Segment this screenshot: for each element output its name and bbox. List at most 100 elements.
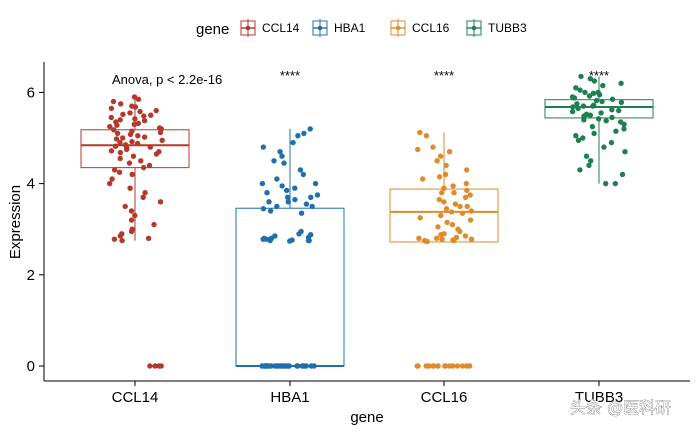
data-point — [430, 144, 436, 150]
data-point — [590, 103, 596, 109]
data-point — [312, 180, 319, 187]
data-point — [141, 134, 148, 140]
legend-item-ccl16: CCL16 — [390, 19, 450, 37]
data-point — [112, 143, 119, 149]
data-point — [292, 185, 298, 191]
data-point — [152, 363, 158, 369]
data-point — [140, 194, 146, 200]
data-point — [266, 199, 272, 205]
y-axis-title: Expression — [7, 185, 24, 259]
data-point — [601, 144, 607, 150]
data-point — [114, 130, 121, 137]
data-point — [314, 192, 321, 198]
data-point — [141, 113, 147, 119]
data-point — [279, 153, 285, 159]
data-point — [122, 203, 128, 210]
data-point — [111, 167, 118, 173]
data-point — [463, 180, 469, 187]
data-point — [442, 363, 448, 369]
data-point — [468, 236, 475, 242]
data-point — [583, 153, 590, 159]
data-point — [129, 171, 135, 178]
data-point — [449, 221, 456, 228]
data-point — [590, 90, 597, 97]
data-point — [148, 112, 154, 118]
data-point — [426, 363, 432, 369]
data-point — [292, 196, 298, 203]
data-point — [467, 192, 473, 198]
data-point — [117, 233, 124, 239]
data-point — [595, 116, 602, 122]
data-point — [142, 190, 148, 196]
data-point — [260, 236, 266, 242]
data-point — [147, 144, 153, 150]
data-point — [591, 78, 598, 84]
data-point — [128, 217, 135, 223]
data-point — [117, 117, 123, 123]
legend-label: CCL14 — [262, 21, 300, 35]
data-point — [119, 237, 125, 244]
data-point — [581, 117, 587, 123]
data-point — [274, 176, 280, 182]
data-point — [146, 162, 153, 169]
box-ccl14 — [80, 96, 190, 241]
data-point — [296, 231, 302, 237]
data-point — [420, 176, 426, 182]
data-point — [147, 363, 153, 369]
data-point — [153, 107, 159, 114]
data-point — [108, 114, 115, 121]
data-point — [135, 133, 141, 139]
data-point — [126, 160, 133, 166]
data-point — [619, 171, 626, 178]
data-point — [609, 96, 616, 102]
data-point — [618, 99, 625, 106]
data-point — [279, 183, 285, 189]
data-point — [451, 237, 457, 244]
data-point — [140, 164, 147, 171]
data-point — [462, 233, 469, 239]
data-point — [151, 221, 157, 228]
data-point — [457, 203, 463, 210]
data-point — [444, 219, 450, 226]
data-point — [462, 194, 469, 200]
data-point — [442, 171, 449, 178]
data-point — [459, 363, 466, 369]
data-point — [111, 127, 117, 133]
data-point — [309, 203, 315, 210]
data-point — [287, 238, 293, 244]
data-point — [299, 363, 305, 369]
data-point — [587, 76, 593, 82]
watermark: 头条 @医科研 — [570, 398, 671, 417]
data-point — [618, 80, 624, 87]
data-point — [586, 162, 592, 169]
legend-key-point — [317, 25, 323, 31]
box-body — [235, 207, 345, 367]
y-tick-label: 6 — [27, 84, 35, 101]
data-point — [138, 158, 144, 164]
data-point — [110, 98, 117, 105]
y-tick-label: 2 — [27, 267, 35, 284]
data-point — [415, 146, 421, 153]
data-point — [443, 162, 449, 169]
data-point — [264, 190, 270, 196]
data-point — [452, 201, 459, 207]
legend-key-point — [471, 25, 477, 31]
data-point — [145, 235, 152, 241]
data-point — [153, 151, 160, 157]
data-point — [582, 89, 588, 96]
legend-item-tubb3: TUBB3 — [466, 19, 527, 37]
data-point — [120, 135, 126, 141]
data-point — [454, 363, 461, 369]
data-point — [303, 201, 310, 207]
data-point — [267, 208, 274, 214]
data-point — [109, 176, 115, 182]
data-point — [613, 128, 619, 134]
data-point — [589, 123, 596, 130]
data-point — [423, 133, 430, 139]
data-point — [464, 203, 470, 210]
data-point — [451, 190, 457, 196]
legend-key-point — [395, 25, 401, 31]
data-point — [439, 236, 445, 242]
data-point — [603, 118, 609, 124]
